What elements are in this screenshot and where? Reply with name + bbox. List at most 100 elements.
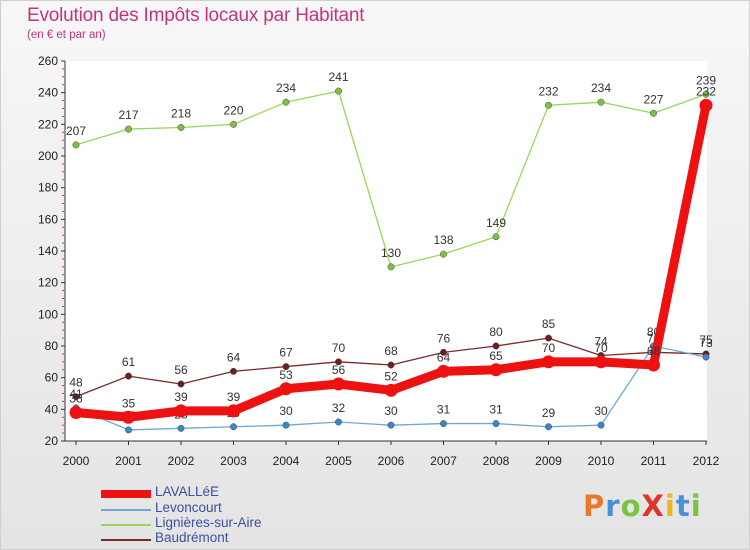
point-lavall-e-2002 [174, 404, 188, 418]
legend-swatch-baudremont [101, 539, 151, 541]
point-baudr-mont-2009 [545, 334, 552, 342]
y-tick-label-160: 160 [38, 212, 58, 226]
proxiti-logo: ProXiti [583, 489, 702, 523]
point-baudr-mont-2003 [230, 367, 237, 375]
data-label-ligni-res-sur-aire-2003: 220 [223, 103, 243, 117]
data-label-lavall-e-2007: 64 [437, 350, 451, 364]
data-label-ligni-res-sur-aire-2009: 232 [538, 84, 558, 98]
chart-subtitle: (en € et par an) [27, 29, 106, 41]
data-label-lavall-e-2000: 38 [69, 392, 83, 406]
x-tick-label-2003: 2003 [220, 454, 247, 468]
x-tick-label-2008: 2008 [483, 454, 510, 468]
logo-letter-6: i [690, 489, 702, 523]
data-label-baudr-mont-2010: 74 [594, 335, 608, 349]
point-baudr-mont-2000 [72, 393, 80, 401]
x-tick-label-2005: 2005 [325, 454, 352, 468]
x-tick-label-2002: 2002 [168, 454, 195, 468]
data-label-ligni-res-sur-aire-2002: 218 [171, 107, 191, 121]
x-tick-label-2001: 2001 [115, 454, 142, 468]
point-lavall-e-2001 [122, 410, 135, 424]
data-label-baudr-mont-2007: 76 [437, 331, 451, 345]
point-baudr-mont-2004 [282, 363, 290, 371]
data-label-baudr-mont-2005: 70 [332, 341, 346, 355]
point-baudr-mont-2007 [440, 348, 447, 356]
data-label-lavall-e-2002: 39 [174, 390, 188, 404]
point-ligni-res-sur-aire-2006 [387, 263, 395, 271]
point-ligni-res-sur-aire-2003 [230, 120, 237, 128]
data-label-baudr-mont-2004: 67 [279, 346, 293, 360]
legend-label-levoncourt: Levoncourt [155, 500, 222, 515]
x-tick-label-2011: 2011 [641, 454, 667, 468]
data-label-lavall-e-2003: 39 [227, 390, 241, 404]
point-baudr-mont-2001 [125, 372, 132, 380]
data-label-baudr-mont-2002: 56 [174, 363, 188, 377]
legend-label-baudremont: Baudrémont [155, 530, 229, 545]
logo-letter-3: X [641, 489, 665, 523]
data-label-ligni-res-sur-aire-2001: 217 [118, 108, 138, 122]
data-label-lavall-e-2011: 68 [647, 344, 661, 358]
legend-swatch-lavallee [101, 490, 151, 498]
point-lavall-e-2012 [699, 98, 713, 112]
point-baudr-mont-2002 [177, 380, 185, 388]
data-label-ligni-res-sur-aire-2005: 241 [328, 70, 348, 84]
data-label-ligni-res-sur-aire-2007: 138 [433, 233, 453, 247]
x-tick-label-2010: 2010 [588, 454, 615, 468]
point-levoncourt-2006 [387, 421, 395, 429]
data-label-levoncourt-2007: 31 [437, 403, 451, 417]
point-levoncourt-2005 [335, 418, 342, 426]
data-label-ligni-res-sur-aire-2006: 130 [381, 246, 401, 260]
data-label-baudr-mont-2006: 68 [384, 344, 398, 358]
data-label-baudr-mont-2009: 85 [542, 317, 556, 331]
point-baudr-mont-2006 [387, 361, 395, 369]
y-tick-label-200: 200 [38, 149, 58, 163]
legend-label-lavallee: LAVALLéE [155, 484, 220, 499]
y-tick-label-220: 220 [38, 117, 58, 131]
point-baudr-mont-2005 [335, 358, 342, 366]
data-label-levoncourt-2008: 31 [489, 403, 503, 417]
data-label-ligni-res-sur-aire-2008: 149 [486, 216, 506, 230]
point-lavall-e-2010 [594, 355, 608, 369]
legend-swatch-levoncourt [101, 509, 151, 511]
data-label-levoncourt-2006: 30 [384, 404, 398, 418]
point-ligni-res-sur-aire-2001 [125, 125, 132, 133]
data-label-baudr-mont-2003: 64 [227, 350, 241, 364]
point-ligni-res-sur-aire-2009 [545, 101, 552, 109]
point-ligni-res-sur-aire-2012 [702, 90, 710, 98]
data-label-lavall-e-2009: 70 [542, 341, 556, 355]
point-lavall-e-2005 [332, 377, 345, 391]
data-label-baudr-mont-2008: 80 [489, 325, 503, 339]
y-tick-label-60: 60 [45, 371, 59, 385]
data-label-levoncourt-2009: 29 [542, 406, 556, 420]
point-lavall-e-2000 [69, 406, 83, 419]
point-lavall-e-2004 [279, 382, 293, 396]
line-chart: 20 40 60 80 100 120 140 160 180 200 220 240 260 2000 2… [38, 54, 720, 468]
point-levoncourt-2003 [230, 423, 237, 431]
y-tick-label-100: 100 [38, 307, 58, 321]
data-label-baudr-mont-2001: 61 [122, 355, 136, 369]
point-ligni-res-sur-aire-2007 [440, 250, 447, 258]
x-tick-label-2006: 2006 [378, 454, 405, 468]
y-tick-label-20: 20 [45, 434, 59, 448]
point-ligni-res-sur-aire-2002 [177, 124, 185, 131]
y-tick-label-120: 120 [38, 276, 58, 290]
point-baudr-mont-2008 [492, 342, 500, 350]
y-tick-label-40: 40 [45, 402, 59, 416]
point-lavall-e-2009 [542, 355, 555, 369]
x-tick-label-2009: 2009 [535, 454, 562, 468]
x-tick-label-2004: 2004 [273, 454, 300, 468]
data-label-ligni-res-sur-aire-2010: 234 [591, 81, 611, 95]
data-label-levoncourt-2012: 73 [699, 336, 713, 350]
logo-letter-2: o [620, 489, 642, 523]
data-label-lavall-e-2006: 52 [384, 369, 398, 383]
x-tick-label-2012: 2012 [693, 454, 720, 468]
logo-letter-1: r [605, 489, 621, 523]
data-label-levoncourt-2005: 32 [332, 401, 346, 415]
data-label-levoncourt-2010: 30 [594, 404, 608, 418]
point-levoncourt-2004 [282, 421, 290, 429]
point-levoncourt-2002 [177, 424, 185, 432]
point-levoncourt-2009 [545, 423, 552, 431]
y-tick-label-80: 80 [45, 339, 59, 353]
logo-letter-0: P [583, 489, 606, 523]
point-ligni-res-sur-aire-2000 [72, 141, 80, 149]
